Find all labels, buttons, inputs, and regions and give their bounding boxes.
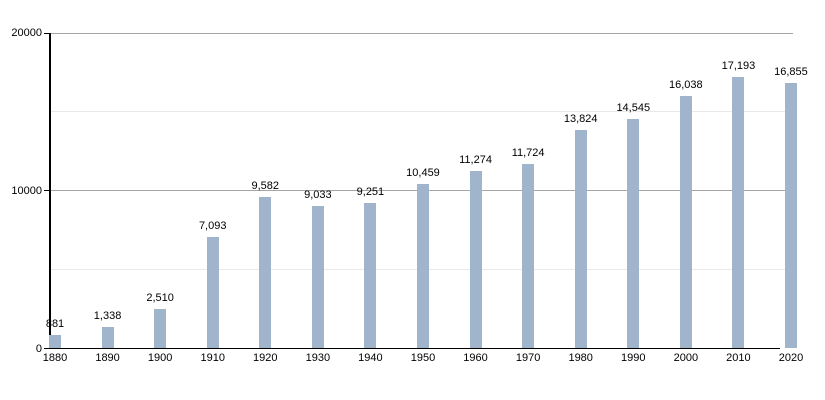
bar-1950 [416, 183, 429, 349]
bar-value-label: 7,093 [198, 219, 227, 232]
bar-value-label: 10,459 [406, 166, 440, 179]
y-axis-tick-label: 20000 [11, 27, 42, 39]
bar-1900 [154, 308, 167, 349]
x-axis-tick-label: 1900 [147, 352, 173, 364]
bar-1990 [627, 119, 640, 349]
x-axis-tick-label: 1920 [253, 352, 278, 364]
x-axis-tick-label: 1950 [410, 352, 436, 364]
bar-1970 [522, 163, 535, 349]
bar-value-label: 9,251 [356, 185, 385, 198]
x-axis [44, 347, 780, 350]
bar-value-label: 9,582 [251, 180, 280, 193]
x-axis-tick-label: 1910 [200, 352, 225, 364]
bar-1890 [101, 327, 114, 349]
bar-1930 [311, 206, 324, 349]
bar-value-label: 17,193 [721, 60, 756, 73]
bar-value-label: 11,274 [459, 153, 492, 166]
y-axis-tick-label: 10000 [11, 184, 42, 197]
bar-2010 [732, 77, 745, 349]
bar-value-label: 11,724 [511, 146, 545, 159]
bar-value-label: 13,824 [563, 113, 598, 126]
bar-1960 [469, 170, 482, 349]
bar-value-label: 881 [45, 317, 65, 330]
minor-gridline [50, 111, 793, 113]
bar-value-label: 16,038 [669, 78, 703, 91]
bar-1880 [49, 334, 61, 349]
bar-value-label: 16,855 [774, 65, 808, 78]
x-axis-tick-label: 1980 [568, 352, 593, 364]
y-axis-tick [44, 190, 50, 192]
x-axis-tick-label: 1960 [463, 352, 488, 364]
major-gridline [50, 32, 793, 34]
bar-value-label: 2,510 [146, 291, 174, 304]
x-axis-tick-label: 1880 [42, 352, 68, 364]
bar-1940 [364, 202, 377, 349]
x-axis-tick-label: 2020 [778, 352, 804, 364]
y-axis [49, 33, 51, 349]
bar-value-label: 14,545 [616, 102, 651, 115]
bar-1920 [259, 197, 272, 349]
y-axis-tick [44, 32, 50, 34]
bar-value-label: 9,033 [304, 189, 332, 201]
y-axis-tick-label: 0 [35, 342, 42, 355]
x-axis-tick-label: 1940 [358, 352, 383, 364]
bar-1910 [206, 236, 219, 349]
x-axis-tick-label: 2010 [726, 352, 751, 364]
bar-1980 [574, 130, 587, 349]
x-axis-tick-label: 2000 [673, 352, 699, 364]
bar-2020 [784, 82, 797, 349]
x-axis-tick-label: 1990 [621, 352, 646, 364]
x-axis-tick-label: 1970 [515, 352, 541, 364]
bar-2000 [679, 95, 692, 349]
bar-value-label: 1,338 [93, 310, 122, 323]
x-axis-tick-label: 1930 [305, 352, 331, 364]
x-axis-tick-label: 1890 [95, 352, 120, 364]
